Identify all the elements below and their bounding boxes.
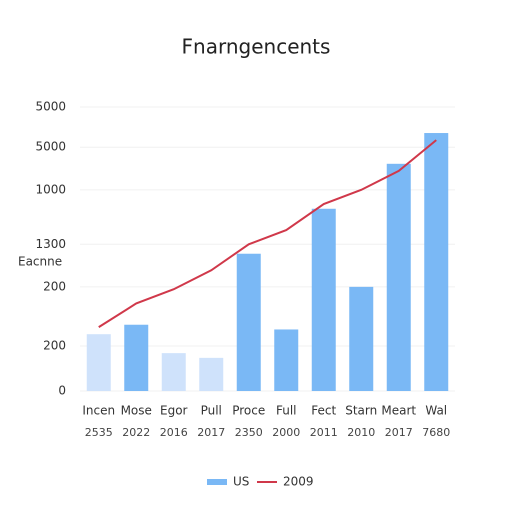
x-sub-label: 2350 bbox=[235, 426, 263, 439]
line bbox=[98, 139, 437, 328]
y-axis-label: Eacnne bbox=[18, 255, 62, 269]
x-tick-label: Egor bbox=[160, 404, 188, 418]
y-tick-label: 200 bbox=[43, 339, 66, 353]
legend-swatch bbox=[207, 479, 227, 485]
x-tick-label: Meart bbox=[381, 404, 416, 418]
x-sub-label: 2022 bbox=[122, 426, 150, 439]
x-tick-label: Pull bbox=[201, 404, 222, 418]
bar bbox=[199, 357, 224, 391]
y-tick-label: 5000 bbox=[35, 140, 66, 154]
bar bbox=[311, 208, 336, 391]
bar bbox=[86, 334, 111, 391]
x-tick-label: Starn bbox=[345, 404, 377, 418]
x-sub-label: 7680 bbox=[422, 426, 450, 439]
bar bbox=[424, 133, 449, 392]
x-tick-label: Wal bbox=[425, 404, 447, 418]
chart-title: Fnarngencents bbox=[182, 35, 331, 59]
x-tick-label: Fect bbox=[311, 404, 336, 418]
x-tick-label: Proce bbox=[232, 404, 265, 418]
x-sub-label: 2011 bbox=[310, 426, 338, 439]
bar bbox=[236, 253, 261, 391]
y-tick-label: 5000 bbox=[35, 100, 66, 114]
x-tick-label: Mose bbox=[121, 404, 152, 418]
x-sub-label: 2017 bbox=[197, 426, 225, 439]
y-tick-label: 1000 bbox=[35, 182, 66, 196]
y-tick-label: 0 bbox=[58, 384, 66, 398]
bar bbox=[161, 353, 186, 391]
y-tick-label: 200 bbox=[43, 279, 66, 293]
x-sub-label: 2000 bbox=[272, 426, 300, 439]
x-sub-label: 2016 bbox=[160, 426, 188, 439]
x-sub-label: 2010 bbox=[347, 426, 375, 439]
bar bbox=[349, 286, 374, 391]
x-sub-label: 2535 bbox=[85, 426, 113, 439]
y-tick-label: 1300 bbox=[35, 237, 66, 251]
x-sub-label: 2017 bbox=[385, 426, 413, 439]
bar bbox=[386, 163, 411, 391]
bar bbox=[274, 329, 299, 391]
x-tick-label: Full bbox=[276, 404, 297, 418]
x-tick-label: Incen bbox=[82, 404, 115, 418]
legend-label: US bbox=[233, 475, 249, 489]
legend-label: 2009 bbox=[283, 475, 314, 489]
bar bbox=[124, 324, 149, 391]
